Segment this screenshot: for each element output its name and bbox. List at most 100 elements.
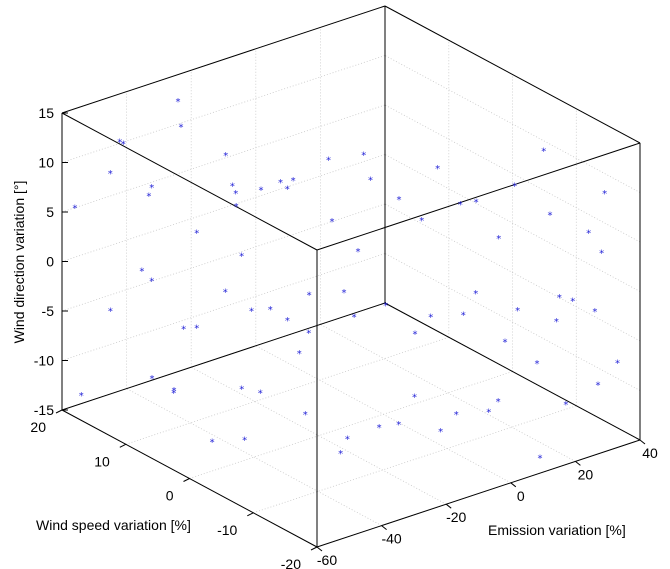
x-tick-mark — [575, 461, 581, 466]
data-point: * — [473, 289, 478, 300]
data-point: * — [172, 386, 177, 397]
y-tick-label: -20 — [281, 556, 301, 569]
data-point: * — [146, 192, 151, 203]
z-axis-label: Wind direction variation [°] — [11, 181, 27, 344]
data-point: * — [285, 316, 290, 327]
data-point: * — [435, 164, 440, 175]
data-point: * — [548, 210, 553, 221]
box-edge — [61, 5, 386, 114]
grid-line — [191, 366, 447, 505]
y-tick-mark — [183, 478, 190, 482]
data-point: * — [285, 184, 290, 195]
box-edge — [61, 302, 386, 411]
data-point: * — [570, 296, 575, 307]
data-point: * — [139, 267, 144, 278]
data-point: * — [258, 389, 263, 400]
y-tick-label: 10 — [94, 453, 110, 469]
data-point: * — [503, 337, 508, 348]
x-tick-label: 20 — [578, 466, 594, 482]
data-point: * — [419, 216, 424, 227]
x-tick-label: 40 — [642, 445, 658, 461]
grid-line — [384, 253, 641, 391]
z-tick-label: 15 — [38, 105, 54, 121]
data-point: * — [234, 202, 239, 213]
data-point: * — [596, 381, 601, 392]
data-point: * — [615, 359, 620, 370]
box-edge — [316, 142, 641, 251]
x-tick-label: 0 — [517, 488, 525, 504]
grid-line — [126, 388, 382, 526]
x-tick-label: -60 — [317, 552, 337, 568]
data-point: * — [171, 388, 176, 399]
y-tick-label: 20 — [30, 419, 46, 435]
y-tick-mark — [119, 443, 127, 448]
grid-line — [189, 371, 513, 479]
data-point: * — [563, 400, 568, 411]
x-tick-mark — [510, 482, 517, 488]
data-point: * — [383, 301, 388, 312]
data-point: * — [108, 169, 113, 180]
data-point: * — [461, 311, 466, 322]
data-point: * — [194, 229, 199, 240]
z-tick-label: 5 — [46, 204, 54, 220]
data-point: * — [303, 410, 308, 421]
z-tick-label: -10 — [34, 353, 54, 369]
x-tick-mark — [381, 525, 387, 530]
data-point: * — [307, 291, 312, 302]
data-point: * — [149, 276, 154, 287]
data-point: * — [538, 454, 543, 465]
data-point: * — [223, 288, 228, 299]
box-edge — [384, 302, 641, 441]
data-point: * — [377, 423, 382, 434]
data-point: * — [194, 323, 199, 334]
data-point: * — [72, 204, 77, 215]
grid-line — [384, 55, 641, 193]
grid-line — [253, 405, 577, 514]
grid-line — [384, 104, 641, 243]
data-point: * — [179, 123, 184, 134]
x-axis-label: Emission variation [%] — [488, 522, 626, 538]
data-point: * — [306, 329, 311, 340]
y-tick-label: -10 — [217, 522, 237, 538]
z-tick-label: -15 — [34, 402, 54, 418]
data-point: * — [496, 397, 501, 408]
data-point: * — [599, 248, 604, 259]
data-point: * — [345, 434, 350, 445]
data-point: * — [117, 137, 122, 148]
data-point: * — [242, 435, 247, 446]
points-layer: * * * * * * * * * * * * * * * * * * * * * * * * * * * * * * * * * * * * * * * *… — [72, 97, 620, 465]
data-point: * — [438, 427, 443, 438]
data-point: * — [602, 189, 607, 200]
data-point: * — [586, 229, 591, 240]
data-point: * — [397, 195, 402, 206]
grid-line — [384, 203, 641, 342]
data-point: * — [230, 182, 235, 193]
data-point: * — [342, 288, 347, 299]
data-point: * — [486, 408, 491, 419]
data-point: * — [249, 306, 254, 317]
data-point: * — [326, 156, 331, 167]
data-point: * — [108, 306, 113, 317]
data-point: * — [223, 151, 228, 162]
data-point: * — [176, 97, 181, 108]
z-tick-label: 10 — [38, 155, 54, 171]
data-point: * — [79, 391, 84, 402]
data-point: * — [557, 293, 562, 304]
data-point: * — [330, 217, 335, 228]
data-point: * — [512, 181, 517, 192]
z-tick-label: -5 — [42, 303, 55, 319]
data-point: * — [291, 176, 296, 187]
data-point: * — [352, 312, 357, 323]
data-point: * — [278, 178, 283, 189]
data-point: * — [496, 234, 501, 245]
y-axis-label: Wind speed variation [%] — [36, 517, 191, 533]
data-point: * — [149, 183, 154, 194]
data-point: * — [121, 139, 126, 150]
data-point: * — [515, 306, 520, 317]
data-point: * — [413, 330, 418, 341]
grid-line — [61, 55, 386, 163]
data-point: * — [554, 317, 559, 328]
box-edge — [384, 5, 641, 144]
